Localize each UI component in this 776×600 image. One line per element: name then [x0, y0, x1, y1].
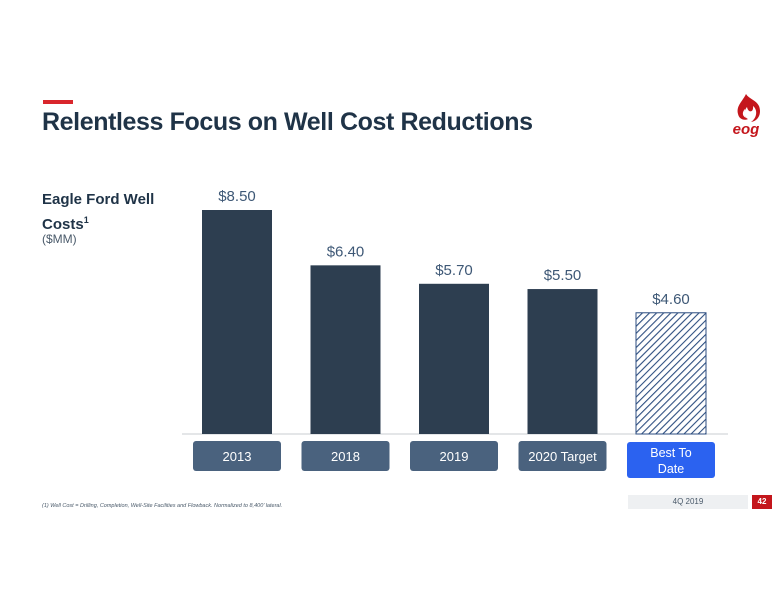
category-label: 2019	[440, 449, 469, 464]
title-accent-bar	[43, 100, 73, 104]
chart-label-footnote-marker: 1	[83, 215, 89, 225]
chart-label: Eagle Ford Well Costs1	[42, 190, 172, 235]
category-label: 2018	[331, 449, 360, 464]
page-number: 42	[752, 495, 772, 509]
eog-logo-icon	[737, 94, 761, 122]
page-title: Relentless Focus on Well Cost Reductions	[42, 108, 533, 136]
category-box	[627, 442, 715, 478]
category-label: Best To	[650, 446, 692, 460]
value-label: $6.40	[327, 243, 365, 260]
category-box	[193, 441, 281, 471]
category-box	[410, 441, 498, 471]
value-label: $8.50	[218, 188, 256, 205]
value-label: $5.70	[435, 262, 473, 279]
category-label: 2013	[223, 449, 252, 464]
logo-wordmark: eog	[732, 121, 760, 138]
value-label: $5.50	[544, 267, 582, 284]
category-box	[301, 441, 390, 471]
footnote: (1) Well Cost = Drilling, Completion, We…	[42, 503, 283, 509]
category-label: Date	[658, 462, 684, 476]
chart-units: ($MM)	[42, 232, 77, 246]
bar-best-to-date	[635, 312, 707, 435]
category-box	[518, 441, 607, 471]
chart-label-text: Eagle Ford Well Costs	[42, 191, 155, 233]
footer-date: 4Q 2019	[628, 495, 748, 509]
bar-2020-target	[527, 289, 598, 434]
value-label: $4.60	[652, 291, 690, 308]
bar-2019	[419, 283, 489, 434]
bar-2013	[202, 210, 272, 434]
bar-2018	[310, 265, 381, 434]
category-label: 2020 Target	[528, 449, 597, 464]
